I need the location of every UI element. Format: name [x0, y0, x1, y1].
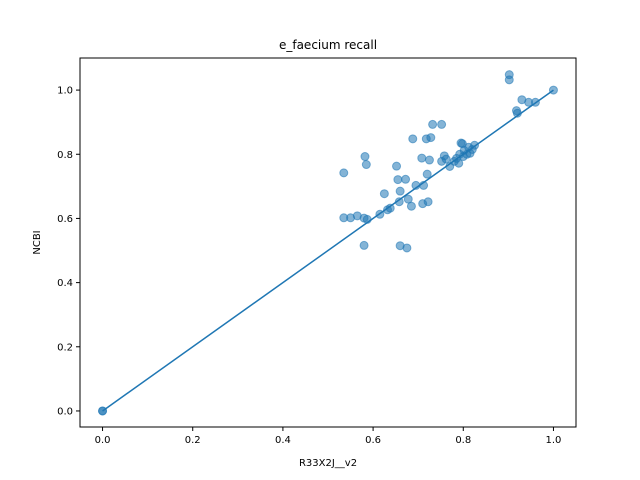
x-axis-label: R33X2J__v2	[299, 458, 357, 469]
data-point	[395, 186, 405, 196]
x-axis-ticks: 0.0 0.2 0.4 0.6 0.8 1.0	[95, 427, 562, 446]
y-axis-label: NCBI	[32, 230, 43, 254]
data-point	[422, 169, 432, 179]
y-tick-label: 0.0	[57, 406, 73, 417]
x-tick-label: 0.6	[365, 435, 381, 446]
data-point	[360, 152, 370, 162]
data-point	[385, 203, 395, 213]
data-point	[417, 153, 427, 163]
x-tick-label: 0.0	[95, 435, 111, 446]
data-point	[426, 133, 436, 143]
y-tick-label: 0.8	[57, 150, 73, 161]
data-point	[406, 201, 416, 211]
data-point	[423, 197, 433, 207]
data-point	[392, 161, 402, 171]
y-tick-label: 0.6	[57, 214, 73, 225]
fit-line-layer	[102, 89, 554, 412]
data-point	[428, 119, 438, 129]
y-tick-label: 1.0	[57, 86, 73, 97]
plot-frame	[79, 57, 577, 428]
data-point	[437, 119, 447, 129]
data-point	[454, 158, 464, 168]
y-axis-ticks: 0.0 0.2 0.4 0.6 0.8 1.0	[57, 86, 80, 417]
data-point	[379, 189, 389, 199]
data-point	[504, 75, 514, 85]
data-point	[408, 134, 418, 144]
data-point	[339, 168, 349, 178]
x-tick-label: 0.4	[275, 435, 291, 446]
data-point	[441, 154, 451, 164]
data-point	[424, 155, 434, 165]
data-point	[361, 160, 371, 170]
y-tick-label: 0.4	[57, 278, 73, 289]
data-point	[359, 240, 369, 250]
y-tick-label: 0.2	[57, 342, 73, 353]
data-point	[394, 197, 404, 207]
data-point	[401, 174, 411, 184]
x-tick-label: 0.8	[455, 435, 471, 446]
data-point	[393, 175, 403, 185]
chart-title: e_faecium recall	[279, 38, 377, 52]
data-point	[402, 243, 412, 253]
reference-line	[102, 89, 554, 412]
x-tick-label: 1.0	[546, 435, 562, 446]
x-tick-label: 0.2	[185, 435, 201, 446]
